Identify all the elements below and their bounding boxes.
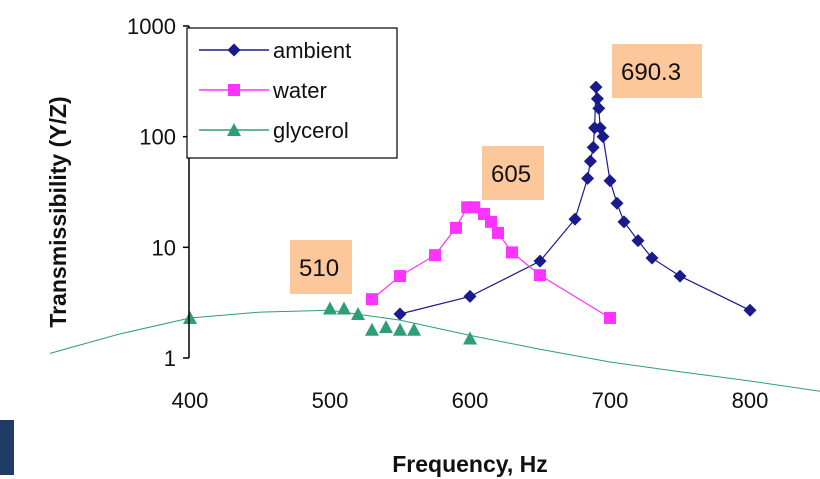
- glycerol-point: [183, 310, 197, 324]
- annotation-box: [612, 44, 702, 98]
- legend-label-glycerol: glycerol: [273, 118, 349, 143]
- ambient-point: [603, 174, 617, 188]
- water-point: [394, 270, 406, 283]
- ambient-point: [463, 289, 477, 303]
- x-tick-label: 700: [592, 388, 629, 413]
- ambient-point: [645, 251, 659, 265]
- x-tick-label: 400: [172, 388, 209, 413]
- ambient-point: [617, 215, 631, 229]
- glycerol-point: [379, 320, 393, 334]
- water-point: [450, 221, 462, 234]
- annotation-box: [482, 146, 544, 200]
- glycerol-point: [407, 322, 421, 336]
- ambient-point: [610, 196, 624, 210]
- ambient-point: [533, 254, 547, 268]
- ambient-point: [596, 130, 610, 144]
- ambient-point: [393, 307, 407, 321]
- glycerol-fit-curve: [49, 309, 820, 392]
- water-point: [604, 311, 616, 324]
- y-axis-title: Transmissibility (Y/Z): [45, 96, 71, 327]
- ambient-point: [568, 212, 582, 226]
- glycerol-point: [351, 306, 365, 320]
- legend-marker-ambient: [227, 43, 241, 57]
- y-tick-label: 1000: [127, 14, 176, 39]
- legend-label-ambient: ambient: [273, 38, 351, 63]
- glycerol-point: [323, 301, 337, 315]
- y-tick-label: 10: [152, 235, 176, 260]
- series-glycerol: [49, 301, 820, 392]
- water-point: [492, 226, 504, 239]
- ambient-point: [586, 140, 600, 154]
- x-tick-label: 600: [452, 388, 489, 413]
- x-tick-label: 500: [312, 388, 349, 413]
- series-ambient: [393, 80, 757, 321]
- water-point: [429, 249, 441, 262]
- water-point: [485, 215, 497, 228]
- ambient-point: [743, 303, 757, 317]
- glycerol-point: [463, 331, 477, 345]
- ambient-point: [583, 154, 597, 168]
- ambient-point: [581, 171, 595, 185]
- legend-label-water: water: [272, 78, 327, 103]
- ambient-point: [631, 234, 645, 248]
- ambient-point: [592, 101, 606, 115]
- glycerol-point: [337, 301, 351, 315]
- legend: ambient water glycerol: [186, 27, 398, 159]
- series-water: [366, 201, 616, 324]
- annotation-label: 605: [491, 161, 531, 188]
- ambient-line: [399, 87, 751, 315]
- annotation-label: 510: [299, 255, 339, 282]
- axes: 1 10 100 1000 400 500 600 700 800: [127, 14, 768, 413]
- ambient-point: [590, 92, 604, 106]
- water-point: [534, 269, 546, 282]
- glycerol-point: [393, 322, 407, 336]
- legend-marker-water: [228, 84, 240, 96]
- ambient-point: [589, 80, 603, 94]
- y-tick-label: 100: [139, 125, 176, 150]
- annotation-box: [290, 240, 352, 294]
- x-tick-label: 800: [732, 388, 769, 413]
- annotation-label: 690.3: [621, 59, 681, 86]
- series-layer: [49, 80, 820, 392]
- water-point: [366, 293, 378, 306]
- legend-marker-glycerol: [227, 123, 241, 136]
- water-point: [506, 246, 518, 259]
- ambient-point: [673, 269, 687, 283]
- glycerol-point: [365, 322, 379, 336]
- side-decoration-bar: [0, 420, 14, 475]
- water-point: [468, 201, 481, 214]
- x-axis-title: Frequency, Hz: [392, 451, 548, 477]
- y-tick-label: 1: [164, 346, 176, 371]
- annotations: 690.3 605 510: [290, 44, 702, 294]
